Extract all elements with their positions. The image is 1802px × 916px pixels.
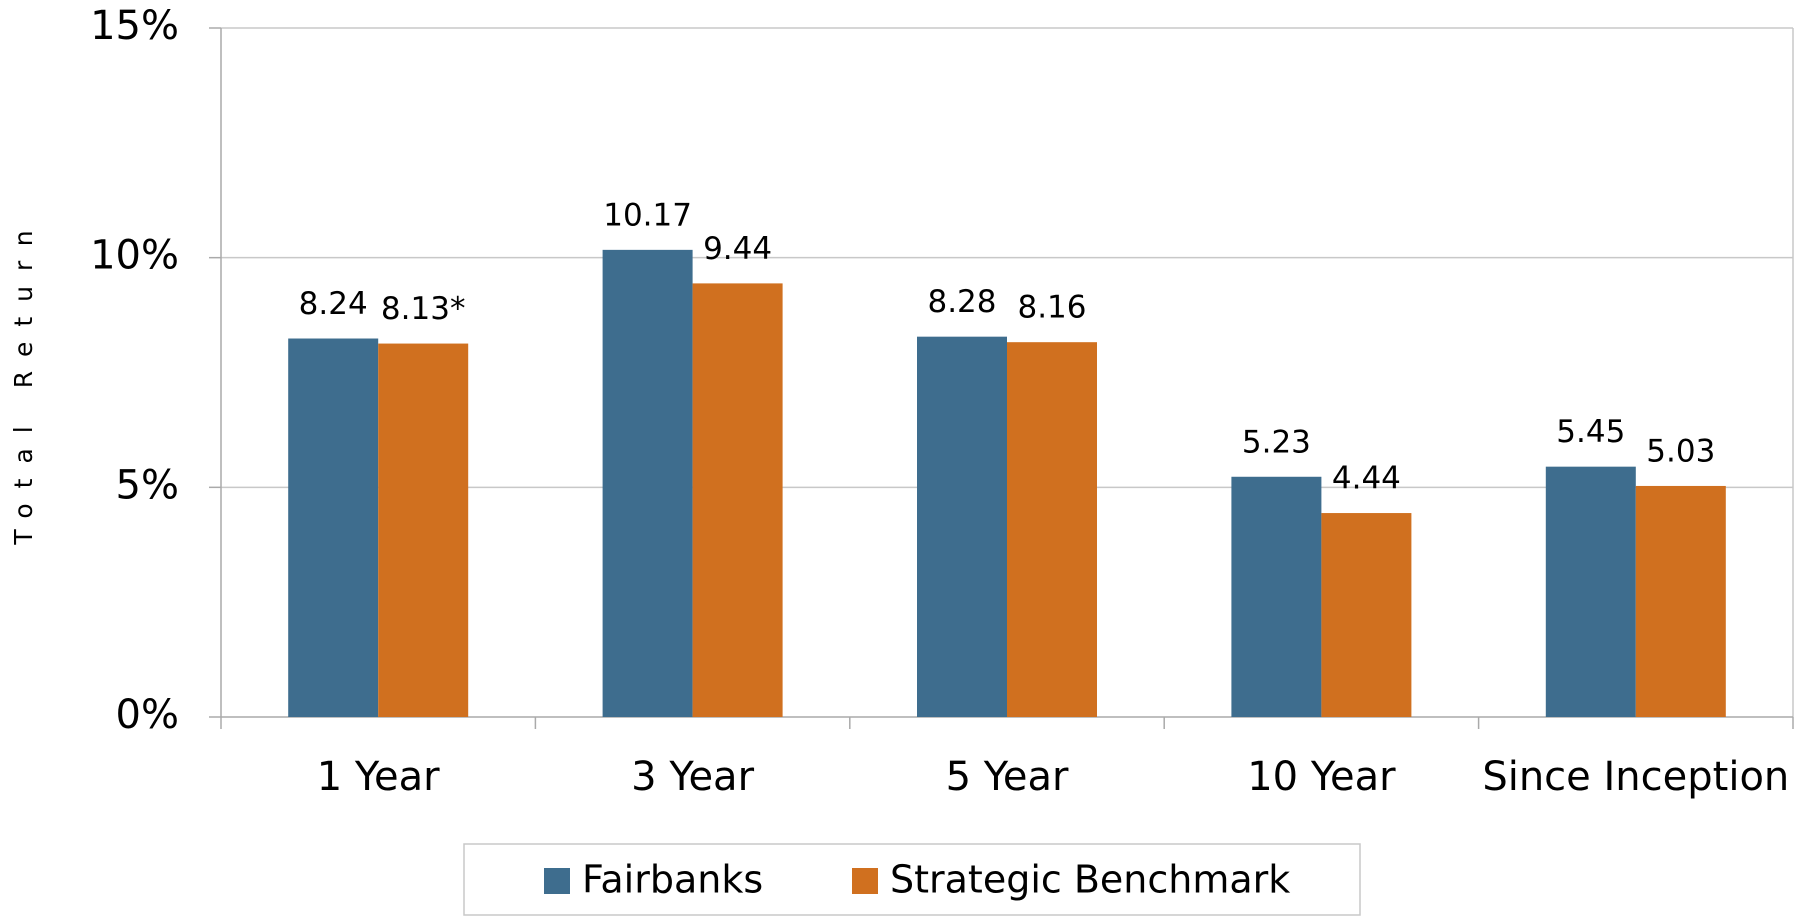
x-tick-label: 1 Year: [317, 754, 440, 800]
data-label: 4.44: [1332, 461, 1401, 497]
legend-label: Fairbanks: [582, 858, 763, 902]
x-tick-label: 5 Year: [946, 754, 1069, 800]
y-tick-label: 0%: [116, 692, 179, 738]
data-label: 8.13*: [381, 291, 466, 327]
data-label: 8.24: [299, 286, 368, 322]
bar: [1321, 513, 1412, 717]
data-label: 5.45: [1556, 414, 1625, 450]
x-tick-label: Since Inception: [1482, 754, 1789, 800]
data-label: 5.03: [1646, 433, 1715, 469]
legend-swatch: [852, 868, 878, 894]
data-label: 8.16: [1017, 290, 1086, 326]
bar: [692, 283, 783, 717]
bar: [288, 338, 379, 717]
legend-swatch: [544, 868, 570, 894]
y-axis-label: Total Return: [9, 215, 38, 545]
data-label: 10.17: [603, 197, 692, 233]
bar: [1545, 466, 1636, 717]
legend-label: Strategic Benchmark: [890, 858, 1290, 902]
y-tick-label: 15%: [90, 3, 179, 49]
bar: [1635, 485, 1726, 717]
data-label: 9.44: [703, 231, 772, 267]
bar: [602, 249, 693, 717]
bar: [1231, 476, 1322, 717]
x-tick-label: 3 Year: [631, 754, 754, 800]
bar: [378, 343, 469, 717]
data-label: 5.23: [1242, 424, 1311, 460]
legend-box: [463, 843, 1361, 916]
bar: [917, 336, 1007, 717]
bar: [1007, 342, 1097, 717]
x-tick-label: 10 Year: [1247, 754, 1396, 800]
data-label: 8.28: [927, 284, 996, 320]
y-tick-label: 10%: [90, 233, 179, 279]
y-tick-label: 5%: [116, 462, 179, 508]
